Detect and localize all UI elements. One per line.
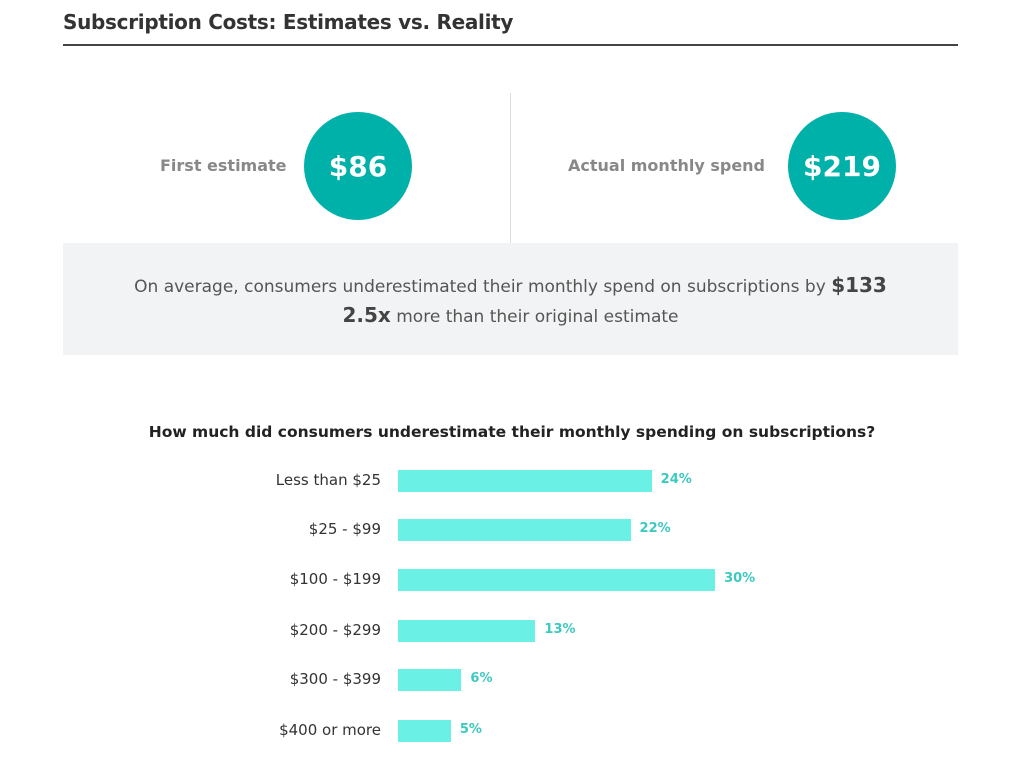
- bar: [398, 519, 631, 541]
- category-label: $200 - $299: [289, 621, 381, 639]
- title-rule: [63, 44, 958, 46]
- category-label: $25 - $99: [308, 520, 381, 538]
- value-label: 6%: [470, 671, 493, 686]
- first-estimate-value: $86: [328, 149, 388, 183]
- summary-value-1: $133: [831, 273, 887, 297]
- summary-text-1: On average, consumers underestimated the…: [134, 277, 826, 297]
- bar: [398, 569, 716, 591]
- value-label: 24%: [660, 472, 692, 487]
- category-label: Less than $25: [275, 471, 381, 489]
- bar: [398, 669, 462, 691]
- actual-spend-value: $219: [803, 149, 881, 183]
- summary-value-2: 2.5x: [342, 303, 391, 327]
- bar: [398, 470, 652, 492]
- stat-divider: [510, 93, 511, 243]
- bar: [398, 620, 536, 642]
- page-title: Subscription Costs: Estimates vs. Realit…: [63, 10, 514, 34]
- category-label: $300 - $399: [289, 670, 381, 688]
- actual-spend-circle: $219: [788, 112, 896, 220]
- value-label: 13%: [544, 622, 576, 637]
- actual-spend-label: Actual monthly spend: [568, 156, 766, 175]
- value-label: 22%: [639, 521, 671, 536]
- bar: [398, 720, 451, 742]
- summary-text-2: more than their original estimate: [396, 307, 679, 327]
- chart-title: How much did consumers underestimate the…: [148, 423, 876, 441]
- value-label: 5%: [459, 722, 482, 737]
- first-estimate-label: First estimate: [160, 156, 287, 175]
- category-label: $100 - $199: [289, 570, 381, 588]
- summary-box: On average, consumers underestimated the…: [63, 243, 958, 355]
- category-label: $400 or more: [279, 721, 381, 739]
- value-label: 30%: [724, 571, 756, 586]
- first-estimate-circle: $86: [304, 112, 412, 220]
